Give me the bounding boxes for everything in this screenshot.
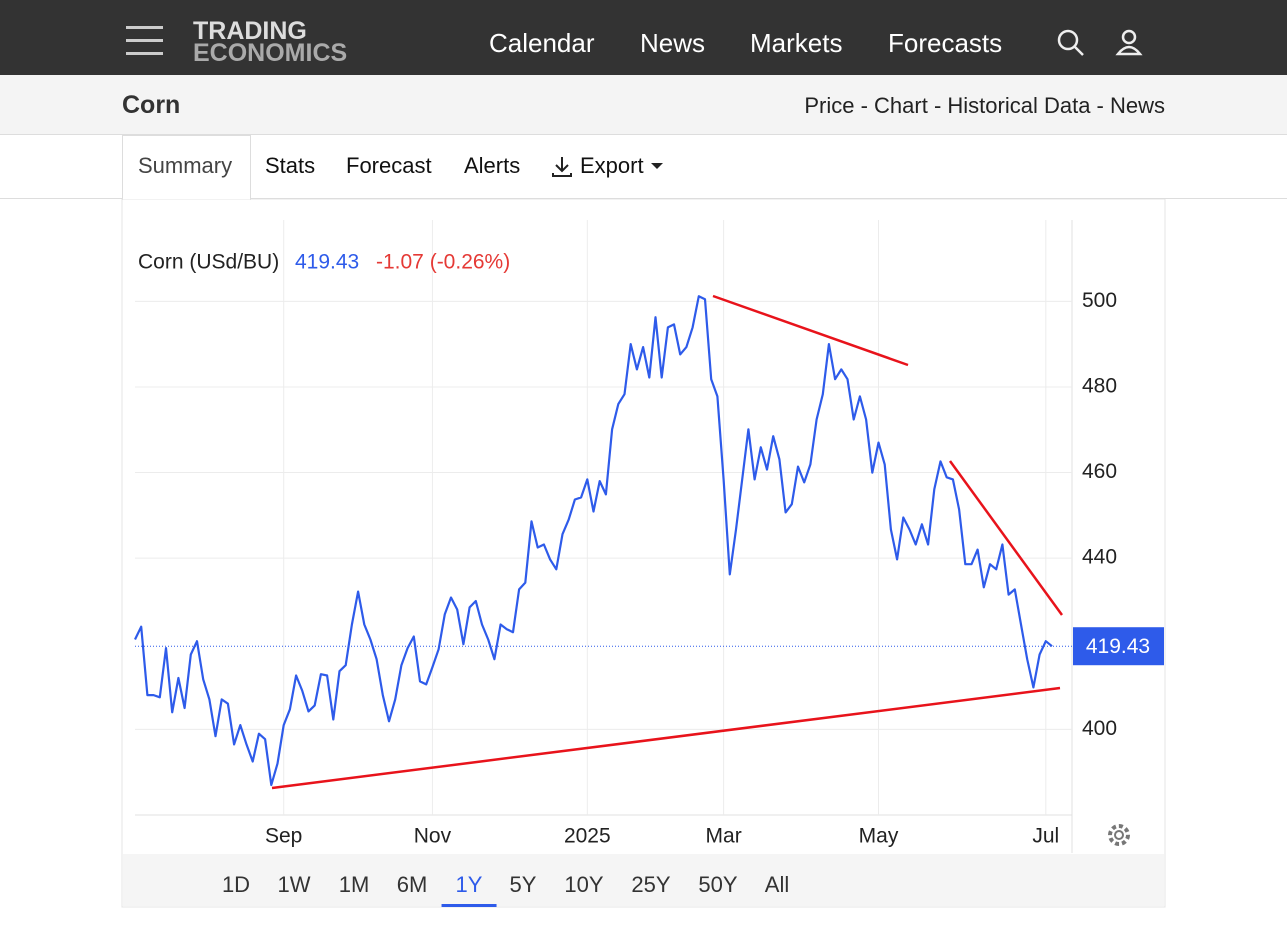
- nav-item[interactable]: News: [640, 28, 706, 58]
- user-icon[interactable]: [1115, 28, 1145, 58]
- export-icon: [552, 157, 572, 177]
- sub-header: Corn Price - Chart - Historical Data - N…: [0, 75, 1287, 135]
- range-button[interactable]: 1Y: [441, 872, 497, 907]
- y-tick-label: 480: [1082, 374, 1117, 397]
- nav-item[interactable]: Forecasts: [888, 28, 1003, 58]
- x-tick-label: Sep: [265, 825, 302, 848]
- active-tab: [122, 135, 251, 200]
- tab[interactable]: Summary: [138, 153, 233, 178]
- x-tick-label: Jul: [1032, 825, 1059, 848]
- range-button[interactable]: 10Y: [564, 872, 604, 897]
- settings-icon[interactable]: [1108, 824, 1130, 846]
- trend-line: [712, 294, 909, 367]
- page-title: Corn: [122, 91, 181, 119]
- legend-value: 419.43: [295, 251, 359, 274]
- y-tick-label: 460: [1082, 460, 1117, 483]
- range-button[interactable]: 5Y: [509, 872, 537, 897]
- range-button[interactable]: 50Y: [698, 872, 738, 897]
- x-tick-label: 2025: [564, 825, 611, 848]
- brand[interactable]: TRADING: [193, 17, 307, 45]
- nav-item[interactable]: Markets: [750, 28, 843, 58]
- range-button[interactable]: All: [764, 872, 790, 897]
- tab[interactable]: Forecast: [346, 153, 432, 178]
- range-button[interactable]: 1D: [221, 872, 251, 897]
- y-tick-label: 440: [1082, 546, 1117, 569]
- last-price-label: 419.43: [1086, 635, 1150, 658]
- y-tick-label: 500: [1082, 289, 1117, 312]
- header-links[interactable]: Price - Chart - Historical Data - News: [804, 93, 1165, 118]
- chart: Corn (USd/BU) 419.43 -1.07 (-0.26%) 400 4…: [121, 199, 1166, 908]
- price-line: [134, 295, 1053, 787]
- tabs: Summary Stats Forecast Alerts Export: [0, 135, 1287, 200]
- trend-line: [271, 686, 1061, 790]
- range-bar: [123, 854, 1164, 906]
- y-tick-label: 400: [1082, 717, 1117, 740]
- brand[interactable]: ECONOMICS: [193, 39, 348, 67]
- top-bar: TRADING ECONOMICS Calendar News Markets …: [0, 0, 1287, 75]
- range-button[interactable]: 25Y: [631, 872, 671, 897]
- x-tick-label: Mar: [706, 825, 742, 848]
- menu-icon[interactable]: [126, 26, 164, 56]
- last-price-box: [1073, 627, 1164, 666]
- chart-frame: [121, 199, 1166, 908]
- legend-name: Corn (USd/BU): [138, 251, 279, 274]
- range-button[interactable]: 6M: [396, 872, 428, 897]
- range-button[interactable]: 1W: [277, 872, 311, 897]
- search-icon[interactable]: [1056, 28, 1086, 58]
- caret: [651, 163, 663, 169]
- range-button[interactable]: 1M: [338, 872, 370, 897]
- trend-line: [948, 460, 1064, 616]
- tab[interactable]: Export: [580, 153, 644, 178]
- nav-item[interactable]: Calendar: [489, 28, 595, 58]
- x-tick-label: Nov: [414, 825, 452, 848]
- tab[interactable]: Stats: [265, 153, 316, 178]
- tab[interactable]: Alerts: [464, 153, 521, 178]
- legend-change: -1.07 (-0.26%): [376, 251, 510, 274]
- x-tick-label: May: [859, 825, 899, 848]
